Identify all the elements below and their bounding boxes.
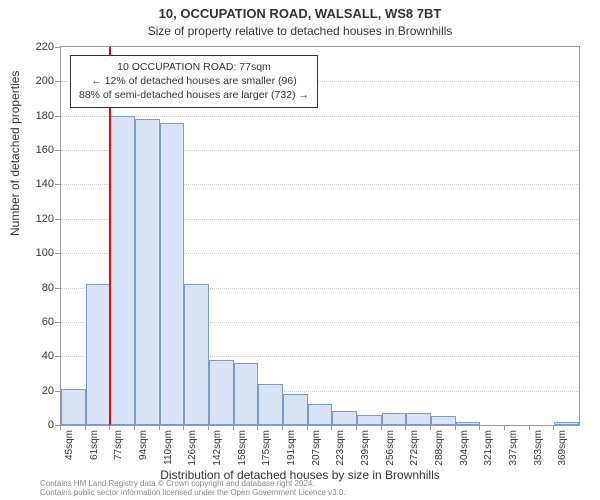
x-tickmark	[479, 425, 480, 430]
x-tickmark	[183, 425, 184, 430]
x-tick-label: 142sqm	[212, 430, 223, 466]
x-tick-label: 175sqm	[261, 430, 272, 466]
x-tickmark	[553, 425, 554, 430]
footer-line-2: Contains public sector information licen…	[40, 488, 346, 498]
x-tickmark	[307, 425, 308, 430]
y-tick-label: 0	[14, 419, 54, 431]
y-tick-label: 120	[14, 213, 54, 225]
x-tick-label: 239sqm	[360, 430, 371, 466]
footer-line-1: Contains HM Land Registry data © Crown c…	[40, 479, 346, 489]
x-tick-label: 126sqm	[187, 430, 198, 466]
x-tickmark	[233, 425, 234, 430]
x-axis: 45sqm 61sqm 77sqm 94sqm 110sqm 126sqm 142sqm 15…	[60, 426, 580, 472]
x-tickmark	[356, 425, 357, 430]
property-annotation: 10 OCCUPATION ROAD: 77sqm← 12% of detach…	[70, 55, 318, 108]
x-tickmark	[60, 425, 61, 430]
x-tick-label: 61sqm	[89, 430, 100, 460]
x-tick-label: 304sqm	[459, 430, 470, 466]
x-tickmark	[282, 425, 283, 430]
x-tick-label: 353sqm	[533, 430, 544, 466]
y-tick-label: 220	[14, 41, 54, 53]
x-tick-label: 110sqm	[163, 430, 174, 465]
x-tickmark	[331, 425, 332, 430]
y-tick-label: 100	[14, 247, 54, 259]
x-tick-label: 288sqm	[434, 430, 445, 466]
x-tickmark	[504, 425, 505, 430]
x-tick-label: 207sqm	[311, 430, 322, 466]
chart-subtitle: Size of property relative to detached ho…	[0, 24, 600, 38]
x-tick-label: 337sqm	[508, 430, 519, 466]
y-tick-label: 60	[14, 316, 54, 328]
x-tickmark	[159, 425, 160, 430]
x-tickmark	[134, 425, 135, 430]
x-tick-label: 94sqm	[138, 430, 149, 460]
annotation-line: 88% of semi-detached houses are larger (…	[79, 88, 309, 102]
x-tickmark	[529, 425, 530, 430]
y-tick-label: 80	[14, 282, 54, 294]
chart-container: 10, OCCUPATION ROAD, WALSALL, WS8 7BT Si…	[0, 0, 600, 500]
annotation-line: ← 12% of detached houses are smaller (96…	[79, 74, 309, 88]
x-tickmark	[85, 425, 86, 430]
x-tickmark	[455, 425, 456, 430]
x-tick-label: 321sqm	[483, 430, 494, 466]
x-tick-label: 256sqm	[385, 430, 396, 466]
x-tick-label: 158sqm	[237, 430, 248, 466]
footer-attribution: Contains HM Land Registry data © Crown c…	[40, 479, 346, 498]
x-tickmark	[109, 425, 110, 430]
y-axis: 020406080100120140160180200220	[0, 46, 58, 426]
y-tick-label: 140	[14, 178, 54, 190]
y-tick-label: 180	[14, 110, 54, 122]
chart-title: 10, OCCUPATION ROAD, WALSALL, WS8 7BT	[0, 6, 600, 21]
x-tick-label: 369sqm	[557, 430, 568, 466]
x-tickmark	[257, 425, 258, 430]
x-tickmark	[381, 425, 382, 430]
x-tickmark	[208, 425, 209, 430]
x-tick-label: 272sqm	[409, 430, 420, 466]
y-tick-label: 200	[14, 75, 54, 87]
y-tick-label: 160	[14, 144, 54, 156]
x-tick-label: 223sqm	[335, 430, 346, 466]
y-tick-label: 40	[14, 350, 54, 362]
y-tick-label: 20	[14, 385, 54, 397]
x-tickmark	[430, 425, 431, 430]
annotation-line: 10 OCCUPATION ROAD: 77sqm	[79, 60, 309, 74]
x-tick-label: 45sqm	[64, 430, 75, 460]
x-tick-label: 77sqm	[113, 430, 124, 460]
x-tickmark	[405, 425, 406, 430]
x-tick-label: 191sqm	[286, 430, 297, 466]
